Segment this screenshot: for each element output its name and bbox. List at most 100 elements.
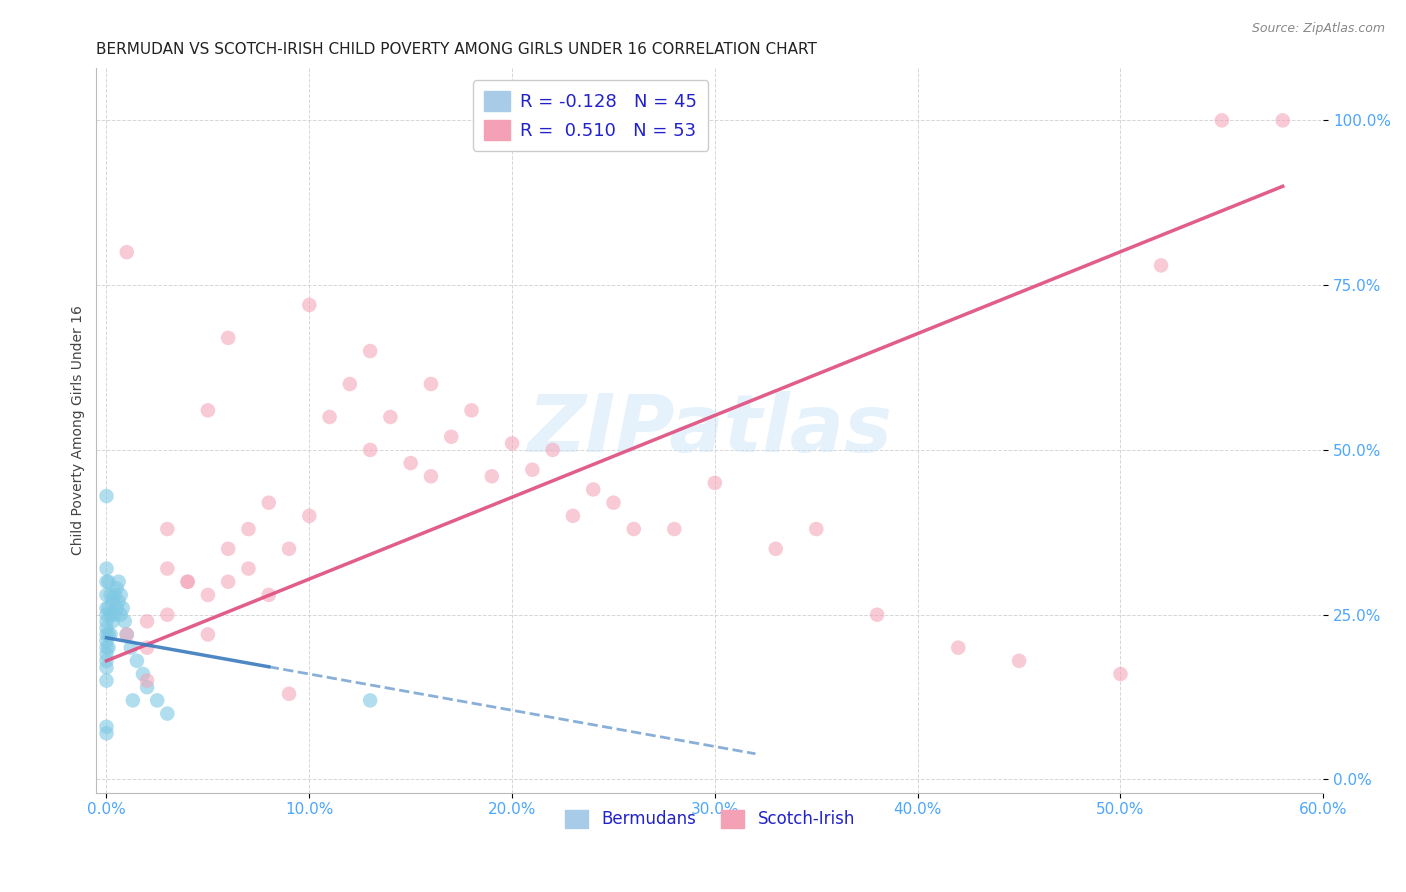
Point bbox=[114, 615, 136, 629]
Point bbox=[238, 522, 260, 536]
Point bbox=[100, 627, 122, 641]
Point bbox=[115, 627, 138, 641]
Point bbox=[96, 654, 118, 668]
Text: BERMUDAN VS SCOTCH-IRISH CHILD POVERTY AMONG GIRLS UNDER 16 CORRELATION CHART: BERMUDAN VS SCOTCH-IRISH CHILD POVERTY A… bbox=[97, 42, 817, 57]
Point bbox=[1109, 667, 1132, 681]
Point bbox=[136, 680, 159, 694]
Point bbox=[96, 640, 118, 655]
Point bbox=[1150, 259, 1173, 273]
Point bbox=[104, 607, 127, 622]
Point bbox=[1008, 654, 1031, 668]
Point bbox=[156, 522, 179, 536]
Point bbox=[100, 588, 122, 602]
Point bbox=[1271, 113, 1294, 128]
Point bbox=[100, 607, 122, 622]
Point bbox=[501, 436, 523, 450]
Text: ZIPatlas: ZIPatlas bbox=[527, 392, 893, 469]
Point bbox=[238, 561, 260, 575]
Point bbox=[948, 640, 970, 655]
Point bbox=[866, 607, 889, 622]
Point bbox=[765, 541, 787, 556]
Point bbox=[107, 594, 129, 608]
Point bbox=[107, 574, 129, 589]
Point bbox=[420, 377, 443, 392]
Point bbox=[176, 574, 198, 589]
Point bbox=[115, 245, 138, 260]
Point bbox=[420, 469, 443, 483]
Point bbox=[278, 541, 301, 556]
Point bbox=[156, 706, 179, 721]
Point bbox=[339, 377, 361, 392]
Point bbox=[156, 561, 179, 575]
Text: Source: ZipAtlas.com: Source: ZipAtlas.com bbox=[1251, 22, 1385, 36]
Point bbox=[156, 607, 179, 622]
Point bbox=[380, 409, 402, 424]
Point bbox=[110, 607, 132, 622]
Point bbox=[115, 627, 138, 641]
Point bbox=[561, 508, 583, 523]
Point bbox=[602, 496, 624, 510]
Point bbox=[96, 660, 118, 674]
Point bbox=[121, 693, 143, 707]
Point bbox=[96, 615, 118, 629]
Point bbox=[146, 693, 169, 707]
Point bbox=[176, 574, 198, 589]
Point bbox=[104, 588, 127, 602]
Point bbox=[125, 654, 148, 668]
Point bbox=[359, 693, 381, 707]
Point bbox=[96, 607, 118, 622]
Point bbox=[136, 673, 159, 688]
Point bbox=[582, 483, 605, 497]
Point bbox=[97, 574, 120, 589]
Point bbox=[97, 627, 120, 641]
Point bbox=[298, 298, 321, 312]
Point bbox=[664, 522, 686, 536]
Point bbox=[197, 627, 219, 641]
Point bbox=[96, 673, 118, 688]
Point bbox=[359, 442, 381, 457]
Point bbox=[481, 469, 503, 483]
Point bbox=[101, 594, 124, 608]
Point bbox=[96, 720, 118, 734]
Point bbox=[96, 621, 118, 635]
Point bbox=[111, 601, 134, 615]
Y-axis label: Child Poverty Among Girls Under 16: Child Poverty Among Girls Under 16 bbox=[72, 305, 86, 555]
Point bbox=[96, 561, 118, 575]
Point bbox=[359, 344, 381, 359]
Point bbox=[96, 489, 118, 503]
Point bbox=[1211, 113, 1233, 128]
Point bbox=[217, 541, 239, 556]
Point bbox=[623, 522, 645, 536]
Point bbox=[522, 463, 544, 477]
Point bbox=[257, 496, 280, 510]
Point bbox=[806, 522, 828, 536]
Point bbox=[110, 588, 132, 602]
Point bbox=[440, 430, 463, 444]
Point bbox=[120, 640, 142, 655]
Point bbox=[318, 409, 340, 424]
Point bbox=[96, 574, 118, 589]
Point bbox=[105, 601, 128, 615]
Point bbox=[105, 582, 128, 596]
Point bbox=[136, 640, 159, 655]
Point bbox=[278, 687, 301, 701]
Point bbox=[96, 588, 118, 602]
Legend: Bermudans, Scotch-Irish: Bermudans, Scotch-Irish bbox=[558, 803, 862, 835]
Point bbox=[96, 601, 118, 615]
Point bbox=[257, 588, 280, 602]
Point bbox=[197, 588, 219, 602]
Point bbox=[136, 615, 159, 629]
Point bbox=[101, 615, 124, 629]
Point bbox=[399, 456, 422, 470]
Point bbox=[96, 634, 118, 648]
Point bbox=[97, 640, 120, 655]
Point bbox=[96, 627, 118, 641]
Point bbox=[96, 726, 118, 740]
Point bbox=[96, 647, 118, 661]
Point bbox=[703, 475, 725, 490]
Point bbox=[541, 442, 564, 457]
Point bbox=[460, 403, 482, 417]
Point bbox=[217, 574, 239, 589]
Point bbox=[197, 403, 219, 417]
Point bbox=[217, 331, 239, 345]
